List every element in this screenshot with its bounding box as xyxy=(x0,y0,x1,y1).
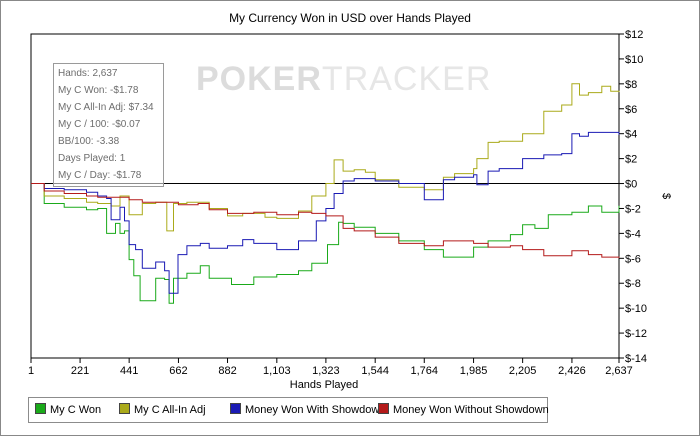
legend-swatch-my-c-won xyxy=(35,403,46,414)
legend-item-with-showdown: Money Won With Showdown xyxy=(230,403,385,416)
stat-per-100: My C / 100: -$0.07 xyxy=(58,119,141,130)
legend-item-without-showdown: Money Won Without Showdown xyxy=(378,403,549,416)
x-tick-label: 1 xyxy=(28,365,34,377)
y-tick-label: $-14 xyxy=(625,353,647,365)
legend-swatch-all-in-adj xyxy=(119,403,130,414)
series-line-money-won-without-showdown xyxy=(31,183,620,259)
stat-hands: Hands: 2,637 xyxy=(58,68,118,79)
series-line-my-c-all-in-adj xyxy=(31,83,620,232)
y-tick-label: $-12 xyxy=(625,328,647,340)
stat-allin-adj: My C All-In Adj: $7.34 xyxy=(58,102,154,113)
x-tick-label: 882 xyxy=(218,365,236,377)
y-tick-label: $10 xyxy=(625,54,643,66)
x-tick-label: 1,764 xyxy=(410,365,438,377)
y-tick-label: $0 xyxy=(625,179,637,191)
series-line-money-won-with-showdown xyxy=(31,131,620,294)
stat-bb-per-100: BB/100: -3.38 xyxy=(58,136,120,147)
series-line-my-c-won xyxy=(31,183,620,304)
x-tick-label: 662 xyxy=(169,365,187,377)
x-tick-label: 2,426 xyxy=(558,365,586,377)
y-axis-label: $ xyxy=(660,193,672,199)
chart-title: My Currency Won in USD over Hands Played xyxy=(229,11,471,25)
legend-item-all-in-adj: My C All-In Adj xyxy=(119,403,206,416)
chart-legend: My C Won My C All-In Adj Money Won With … xyxy=(28,397,549,423)
legend-swatch-with-showdown xyxy=(230,403,241,414)
legend-label-with-showdown: Money Won With Showdown xyxy=(245,404,386,416)
x-tick-label: 1,103 xyxy=(263,365,291,377)
stat-days-played: Days Played: 1 xyxy=(58,153,126,164)
y-axis-ticks: $12 $10 $8 $6 $4 $2 $0 $-2 $-4 $-6 $-8 $-10 $-12 $-14 xyxy=(619,29,647,365)
x-tick-label: 441 xyxy=(120,365,138,377)
stat-per-day: My C / Day: -$1.78 xyxy=(58,170,142,181)
watermark-part1: POKER xyxy=(196,60,322,98)
x-tick-label: 221 xyxy=(71,365,89,377)
x-tick-label: 2,205 xyxy=(509,365,537,377)
x-tick-label: 1,544 xyxy=(361,365,389,377)
legend-swatch-without-showdown xyxy=(378,403,389,414)
y-tick-label: $-6 xyxy=(625,253,641,265)
y-tick-label: $2 xyxy=(625,154,637,166)
stats-box: Hands: 2,637 My C Won: -$1.78 My C All-I… xyxy=(53,63,164,187)
x-tick-label: 1,323 xyxy=(312,365,340,377)
x-axis-ticks: 1 221 441 662 882 1,103 1,323 1,544 1,764 1,985 2,… xyxy=(28,358,633,377)
y-tick-label: $8 xyxy=(625,79,637,91)
y-tick-label: $-8 xyxy=(625,278,641,290)
stat-won: My C Won: -$1.78 xyxy=(58,85,139,96)
x-axis-label: Hands Played xyxy=(290,379,359,391)
x-tick-label: 2,637 xyxy=(605,365,633,377)
legend-item-my-c-won: My C Won xyxy=(35,403,101,416)
series-group xyxy=(31,83,620,304)
y-tick-label: $-4 xyxy=(625,228,641,240)
x-tick-label: 1,985 xyxy=(460,365,488,377)
y-tick-label: $-2 xyxy=(625,203,641,215)
y-tick-label: $6 xyxy=(625,104,637,116)
legend-label-my-c-won: My C Won xyxy=(50,404,102,416)
watermark-part2: TRACKER xyxy=(321,60,492,98)
y-tick-label: $4 xyxy=(625,129,637,141)
legend-label-without-showdown: Money Won Without Showdown xyxy=(393,404,549,416)
y-tick-label: $-10 xyxy=(625,303,647,315)
pokertracker-watermark: POKERTRACKER xyxy=(196,60,491,99)
y-tick-label: $12 xyxy=(625,29,643,41)
legend-label-all-in-adj: My C All-In Adj xyxy=(134,404,206,416)
